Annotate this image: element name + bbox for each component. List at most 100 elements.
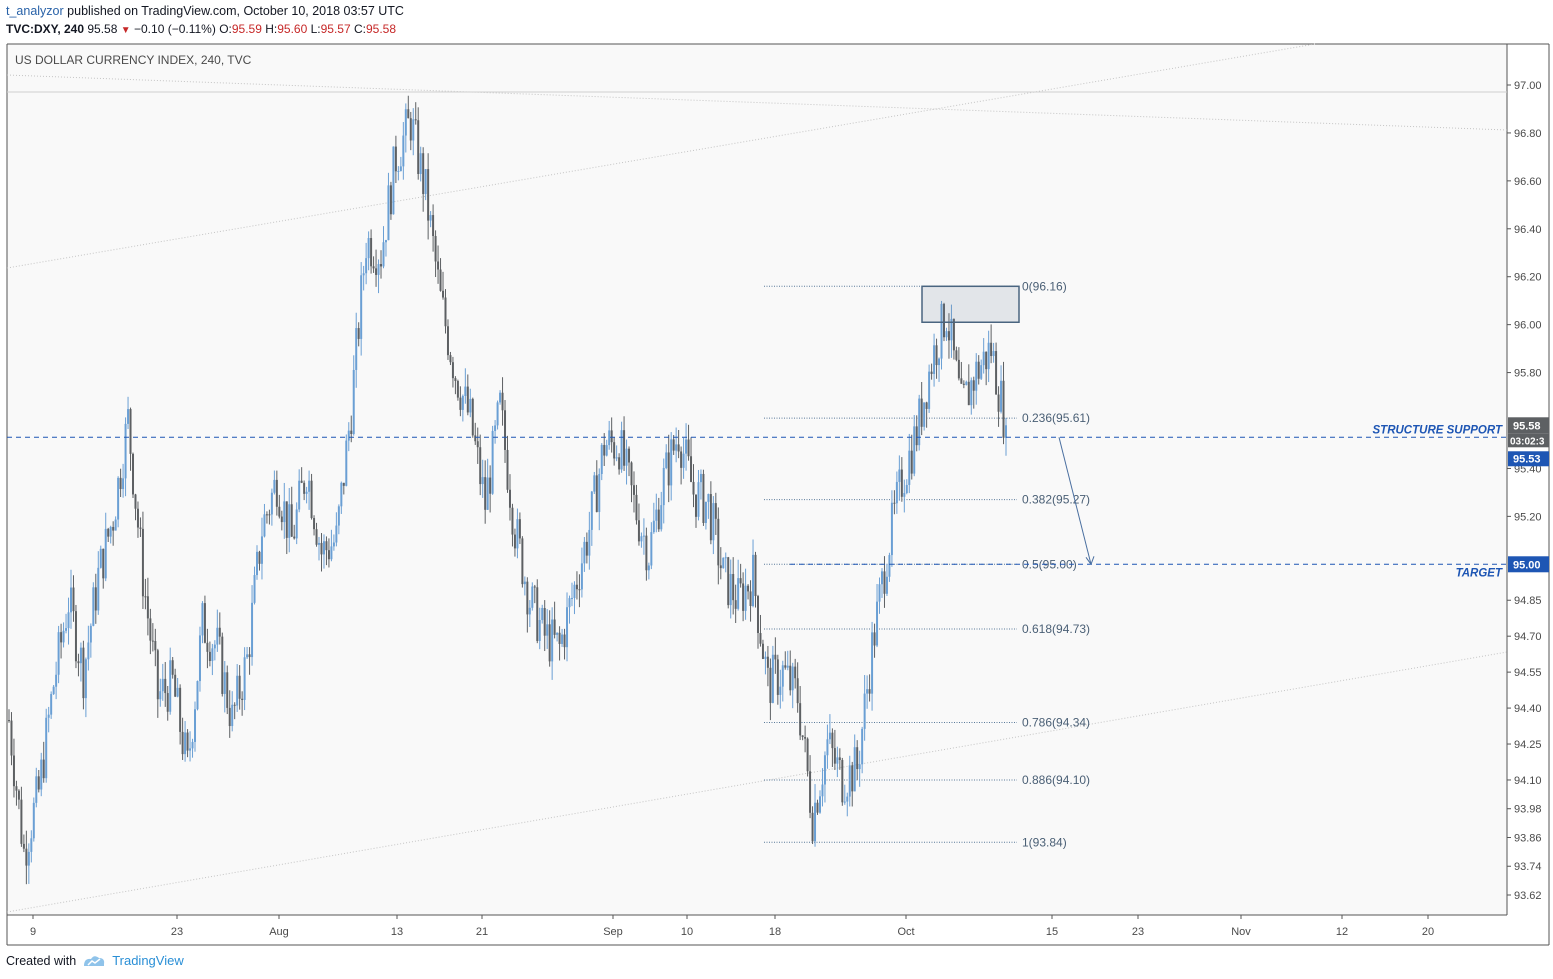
candle-down <box>320 542 323 555</box>
candle-up <box>97 567 100 611</box>
candle-down <box>248 654 251 658</box>
candle-up <box>858 764 861 770</box>
y-tick-label: 94.40 <box>1514 703 1542 715</box>
candle-down <box>134 494 137 509</box>
fib-level-label: 0.786(94.34) <box>1022 715 1090 729</box>
candle-up <box>650 532 653 566</box>
candle-up <box>781 665 784 687</box>
candle-down <box>915 426 918 446</box>
countdown-label: 03:02:3 <box>1510 436 1545 447</box>
candle-up <box>191 741 194 749</box>
candle-down <box>637 520 640 542</box>
candle-up <box>92 587 95 626</box>
candle-up <box>980 365 983 379</box>
candle-down <box>702 473 705 523</box>
candle-down <box>414 119 417 121</box>
candle-down <box>132 453 135 495</box>
candle-down <box>759 633 762 644</box>
candle-down <box>238 675 241 699</box>
high-value: 95.60 <box>277 22 308 36</box>
chart-title: US DOLLAR CURRENCY INDEX, 240, TVC <box>15 53 252 67</box>
candle-up <box>786 665 789 668</box>
y-tick-label: 95.80 <box>1514 368 1542 380</box>
candle-down <box>957 359 960 379</box>
candle-down <box>1002 380 1005 438</box>
candle-up <box>412 119 415 141</box>
candle-down <box>233 704 236 706</box>
candle-up <box>236 675 239 706</box>
candle-down <box>82 647 85 699</box>
candle-up <box>913 426 916 474</box>
support-price-tag-label: 95.53 <box>1513 453 1541 465</box>
candle-up <box>938 358 941 366</box>
candle-up <box>35 776 38 803</box>
candle-up <box>402 135 405 167</box>
descending-trendline <box>6 74 1508 131</box>
candle-down <box>370 238 373 267</box>
candle-down <box>203 603 206 643</box>
candle-up <box>890 502 893 556</box>
candle-down <box>985 351 988 370</box>
candle-up <box>377 264 380 275</box>
candle-down <box>22 843 25 849</box>
candle-up <box>580 563 583 590</box>
projection-arrow <box>1058 437 1092 565</box>
candle-up <box>65 628 68 631</box>
candle-up <box>387 185 390 241</box>
candle-down <box>350 430 353 434</box>
candle-down <box>409 118 412 141</box>
candle-up <box>975 361 978 391</box>
candle-up <box>670 439 673 486</box>
candle-down <box>459 397 462 410</box>
candle-up <box>722 557 725 569</box>
candle-up <box>27 851 30 866</box>
candle-up <box>464 386 467 396</box>
candle-up <box>905 484 908 494</box>
candle-down <box>226 672 229 708</box>
candle-up <box>231 704 234 727</box>
candle-up <box>419 153 422 175</box>
candle-up <box>566 607 569 648</box>
candle-down <box>630 462 633 486</box>
candle-down <box>868 689 871 694</box>
symbol-label: TVC:DXY, 240 <box>6 22 85 36</box>
resistance-box <box>921 285 1020 323</box>
candle-down <box>484 477 487 510</box>
candle-down <box>303 482 306 494</box>
candle-up <box>903 493 906 497</box>
candle-up <box>397 170 400 172</box>
candle-up <box>184 732 187 755</box>
candle-up <box>384 240 387 243</box>
y-tick-label: 94.10 <box>1514 775 1542 787</box>
candle-up <box>211 648 214 662</box>
candle-down <box>380 264 383 267</box>
candle-up <box>918 398 921 446</box>
candle-down <box>967 381 970 406</box>
candle-up <box>660 505 663 530</box>
candle-down <box>37 776 40 790</box>
author-link[interactable]: t_analyzor <box>6 4 64 18</box>
candle-up <box>216 627 219 645</box>
candle-down <box>310 480 313 519</box>
candle-down <box>466 386 469 413</box>
candle-down <box>962 383 965 385</box>
candle-down <box>489 477 492 494</box>
candle-down <box>942 303 945 338</box>
candle-down <box>603 444 606 456</box>
candle-up <box>109 526 112 537</box>
created-with-text: Created with <box>6 953 77 968</box>
tradingview-brand[interactable]: TradingView <box>112 953 184 968</box>
candle-down <box>375 268 378 275</box>
candle-up <box>923 402 926 427</box>
candle-down <box>228 707 231 727</box>
candle-down <box>925 402 928 409</box>
x-tick-label: 23 <box>1132 926 1144 938</box>
candle-up <box>843 801 846 803</box>
y-tick-label: 93.74 <box>1514 861 1542 873</box>
candle-down <box>174 674 177 697</box>
candle-up <box>538 620 541 641</box>
candle-down <box>12 755 15 787</box>
candle-down <box>632 485 635 495</box>
candle-up <box>895 481 898 504</box>
